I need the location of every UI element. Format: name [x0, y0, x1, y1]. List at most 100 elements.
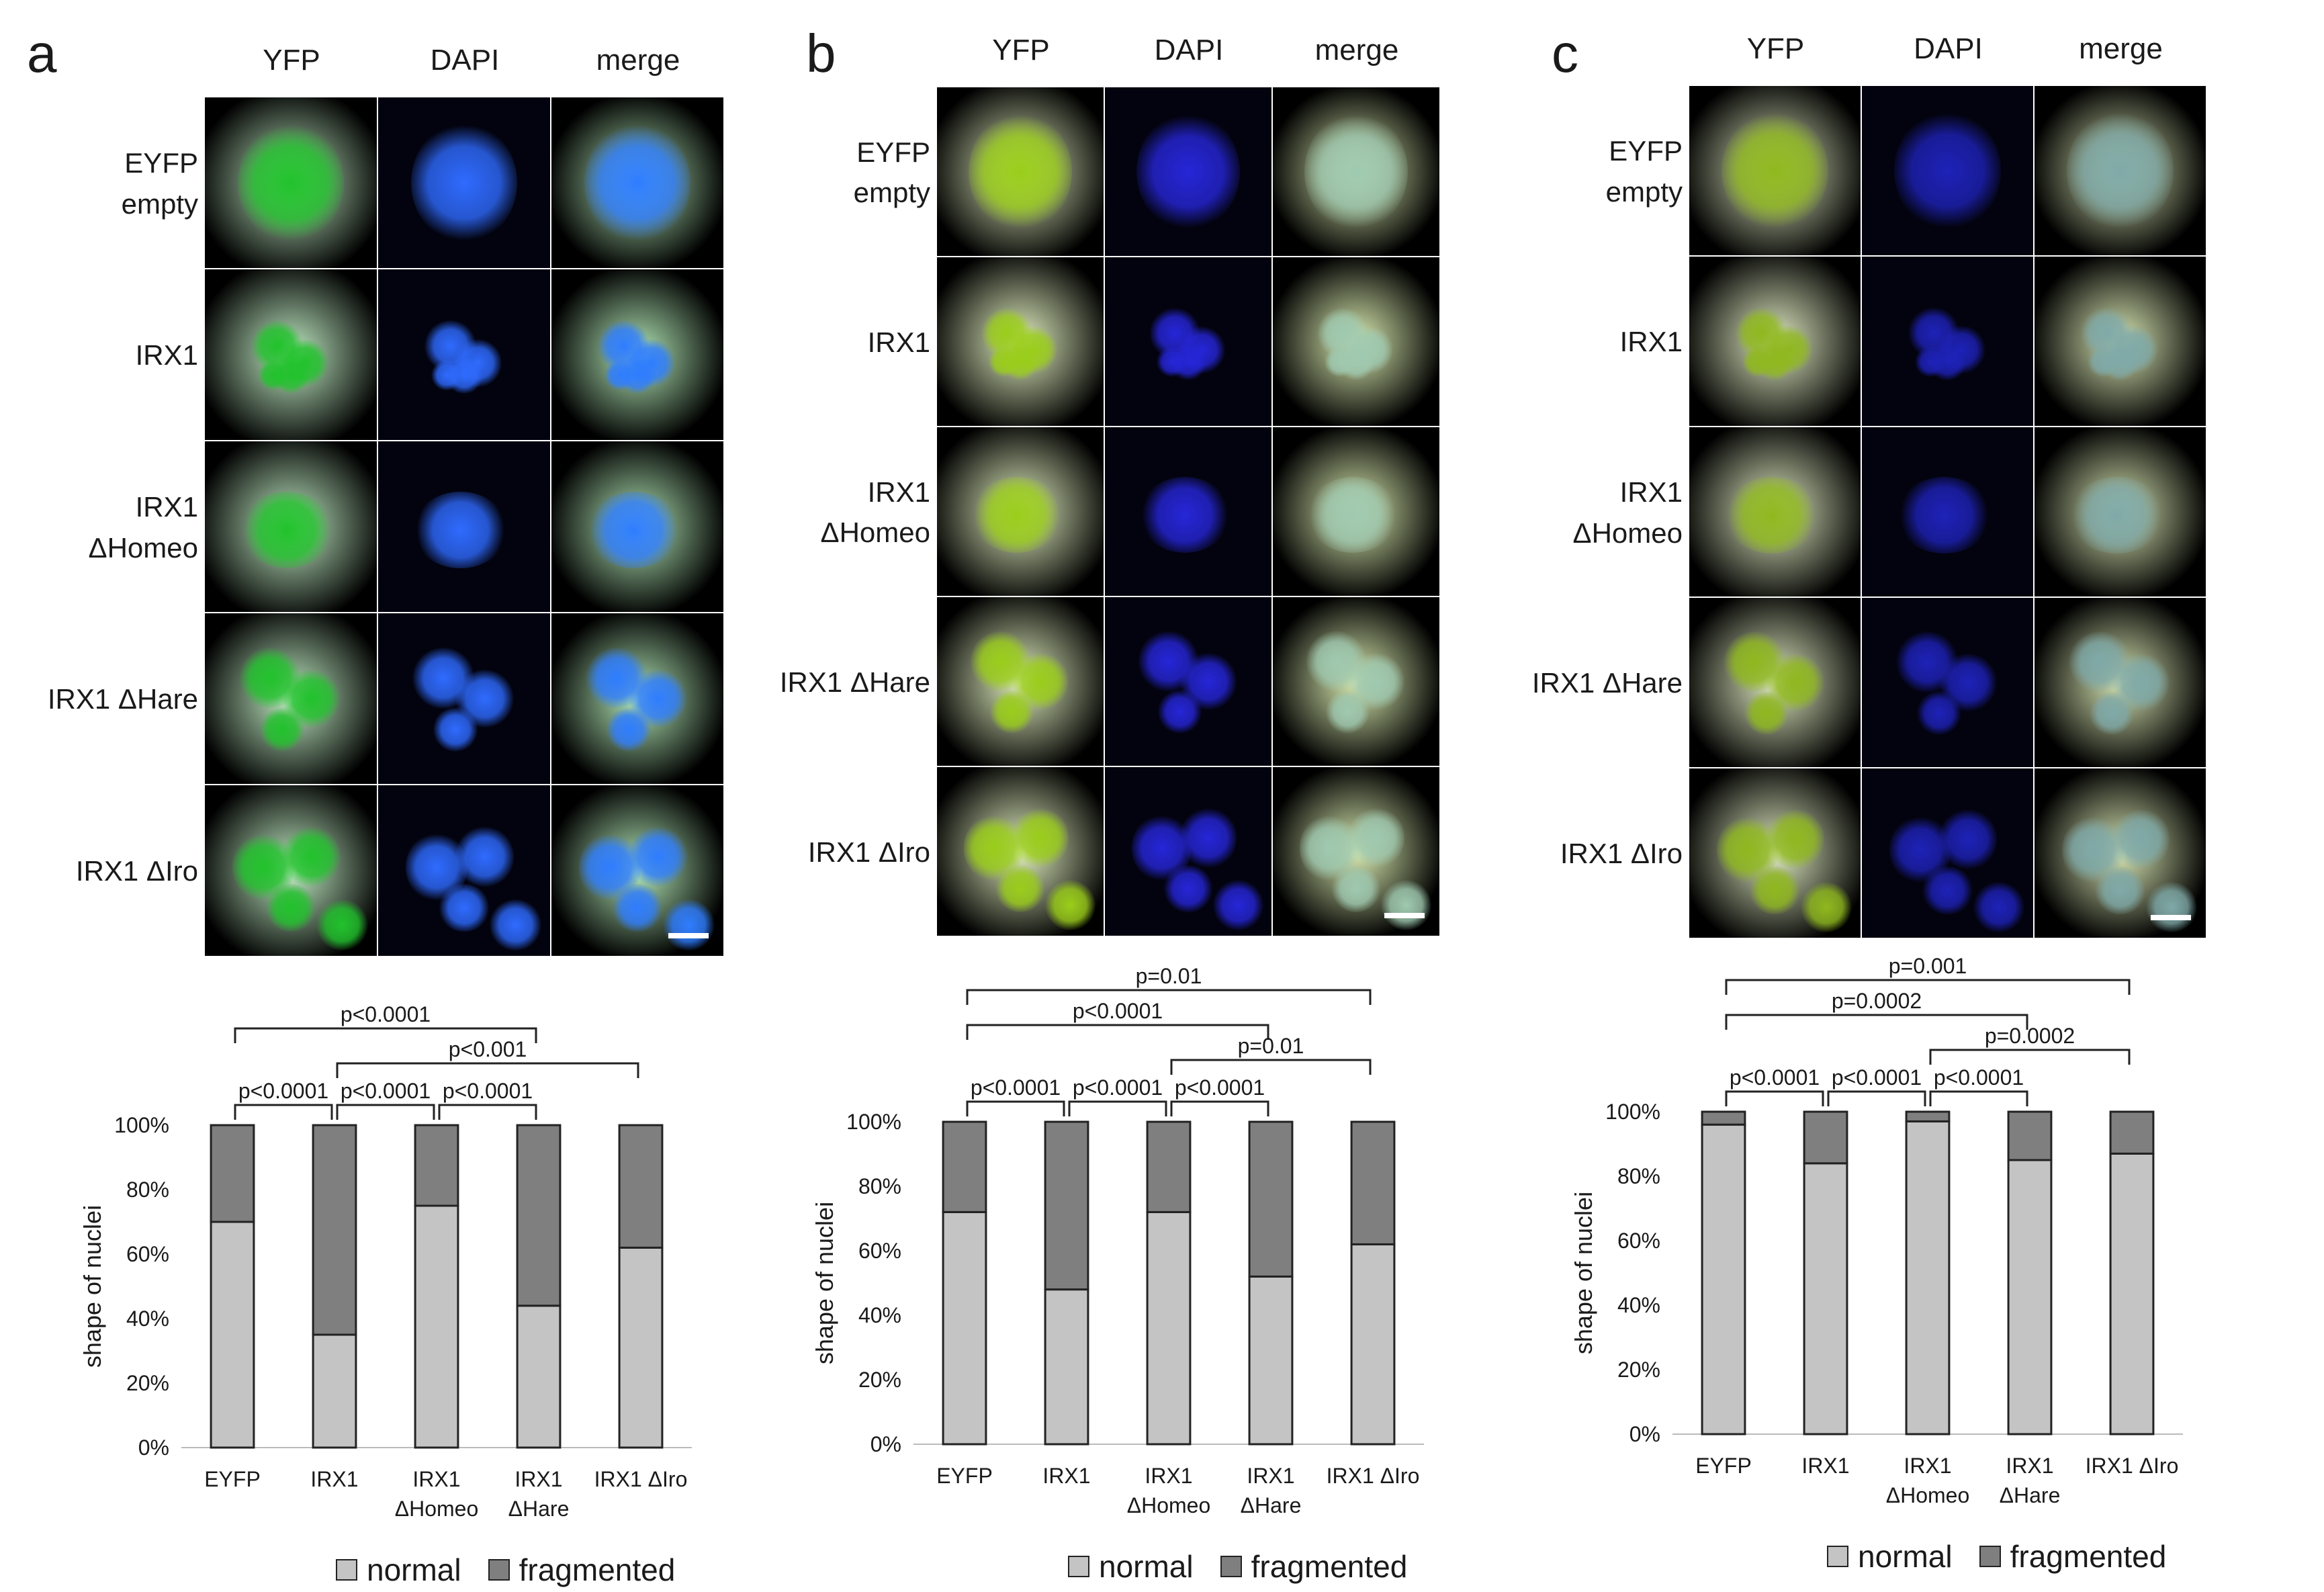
cell-signal [1138, 477, 1231, 553]
micrograph-dapi [1861, 767, 2035, 939]
cell-signal [1179, 807, 1237, 869]
row-label: IRX1 ΔIro [1560, 838, 1683, 869]
cell-signal [2111, 809, 2170, 871]
micrograph-dapi [1104, 596, 1273, 767]
panel-letter: a [27, 24, 57, 83]
row-label: IRX1 ΔIro [807, 836, 930, 868]
cell-signal [1306, 477, 1399, 553]
p-value-label: p<0.0001 [341, 1002, 431, 1026]
column-label: DAPI [1914, 32, 1983, 65]
bar-normal [942, 1210, 987, 1446]
micrograph-dapi [1861, 596, 2035, 768]
cell-signal [431, 359, 463, 391]
row-label: IRX1 ΔHare [779, 666, 930, 698]
bar-fragmented [1905, 1110, 1951, 1122]
cell-signal [1045, 880, 1096, 931]
micrograph-merge [1271, 766, 1441, 937]
y-axis-label: shape of nuclei [1570, 1192, 1597, 1354]
cell-signal [1326, 690, 1370, 734]
y-tick-label: 100% [114, 1113, 169, 1137]
micrograph-dapi [377, 784, 551, 957]
y-axis-label: shape of nuclei [79, 1205, 106, 1368]
column-label: YFP [992, 34, 1050, 67]
bar-fragmented [942, 1120, 987, 1213]
x-tick-label: IRX1 ΔHomeo [395, 1467, 479, 1521]
legend-swatch-fragmented [1220, 1556, 1242, 1577]
legend-swatch-normal [1068, 1556, 1089, 1577]
significance-bracket [336, 1062, 639, 1078]
y-tick-label: 100% [846, 1110, 901, 1134]
micrograph-dapi [1104, 86, 1273, 257]
significance-bracket [1170, 1059, 1372, 1075]
cell-signal [1324, 347, 1355, 378]
row-label: IRX1 ΔHomeo [820, 476, 930, 549]
cell-signal [1938, 809, 1998, 871]
x-tick-label: IRX1 ΔHare [508, 1467, 570, 1521]
cell-signal [1800, 881, 1852, 933]
row-label: IRX1 ΔHomeo [88, 491, 198, 564]
bar-fragmented [1146, 1120, 1192, 1213]
cell-signal [316, 899, 369, 951]
cell-signal [629, 826, 688, 888]
p-value-label: p=0.001 [1889, 954, 1967, 978]
bar-normal [1146, 1210, 1192, 1446]
cell-signal [995, 865, 1046, 912]
row-label: IRX1 [135, 339, 198, 371]
bar-fragmented [414, 1124, 459, 1207]
cell-signal [490, 899, 542, 951]
cell-signal [1897, 477, 1992, 554]
p-value-label: p<0.0001 [341, 1079, 431, 1103]
cell-signal [265, 884, 317, 932]
cell-signal [1724, 477, 1819, 554]
micrograph-yfp [204, 268, 378, 441]
column-label: merge [596, 44, 680, 77]
micrograph-yfp [936, 766, 1105, 937]
significance-bracket [234, 1104, 333, 1120]
x-tick-label: IRX1 ΔIro [594, 1467, 688, 1491]
micrograph-dapi [377, 612, 551, 785]
micrograph-yfp [936, 86, 1105, 257]
legend-swatch-fragmented [1979, 1546, 2001, 1567]
micrograph-dapi [377, 440, 551, 613]
bar-fragmented [1350, 1120, 1396, 1245]
y-tick-label: 40% [858, 1303, 901, 1327]
y-tick-label: 60% [858, 1239, 901, 1263]
p-value-label: p<0.0001 [238, 1079, 328, 1103]
micrograph-yfp [1688, 426, 1862, 598]
bar-fragmented [312, 1124, 357, 1336]
row-label: IRX1 ΔHare [1531, 667, 1683, 699]
cell-signal [663, 899, 715, 951]
bar-fragmented [2109, 1110, 2155, 1155]
significance-bracket [1827, 1090, 1926, 1106]
legend-label: fragmented [519, 1552, 676, 1587]
micrograph-merge [1271, 596, 1441, 767]
cell-signal [1922, 867, 1973, 914]
bar-normal [1044, 1288, 1089, 1446]
micrograph-merge [1271, 256, 1441, 427]
micrograph-merge [2033, 85, 2207, 257]
micrograph-merge [550, 612, 725, 785]
y-tick-label: 80% [1617, 1164, 1660, 1188]
significance-bracket [966, 989, 1372, 1005]
significance-bracket [1725, 1014, 2028, 1030]
x-tick-label: EYFP [1695, 1454, 1752, 1478]
cell-signal [1347, 807, 1404, 869]
bar-normal [516, 1304, 562, 1449]
column-label: DAPI [1154, 34, 1224, 67]
row-label: EYFP empty [121, 147, 198, 220]
p-value-label: p<0.0001 [1073, 1075, 1163, 1100]
cell-signal [988, 347, 1019, 378]
bar-fragmented [2007, 1110, 2053, 1161]
y-tick-label: 40% [1617, 1293, 1660, 1317]
micrograph-yfp [204, 612, 378, 785]
cell-signal [1136, 112, 1240, 231]
p-value-label: p<0.001 [449, 1037, 527, 1061]
cell-signal [1012, 807, 1069, 869]
chart-legend: normal fragmented [1068, 1548, 1425, 1585]
scale-bar [1384, 913, 1425, 918]
micrograph-dapi [377, 96, 551, 269]
cell-signal [1742, 346, 1773, 377]
micrograph-yfp [1688, 85, 1862, 257]
cell-signal [438, 884, 490, 932]
y-tick-label: 40% [126, 1307, 169, 1331]
